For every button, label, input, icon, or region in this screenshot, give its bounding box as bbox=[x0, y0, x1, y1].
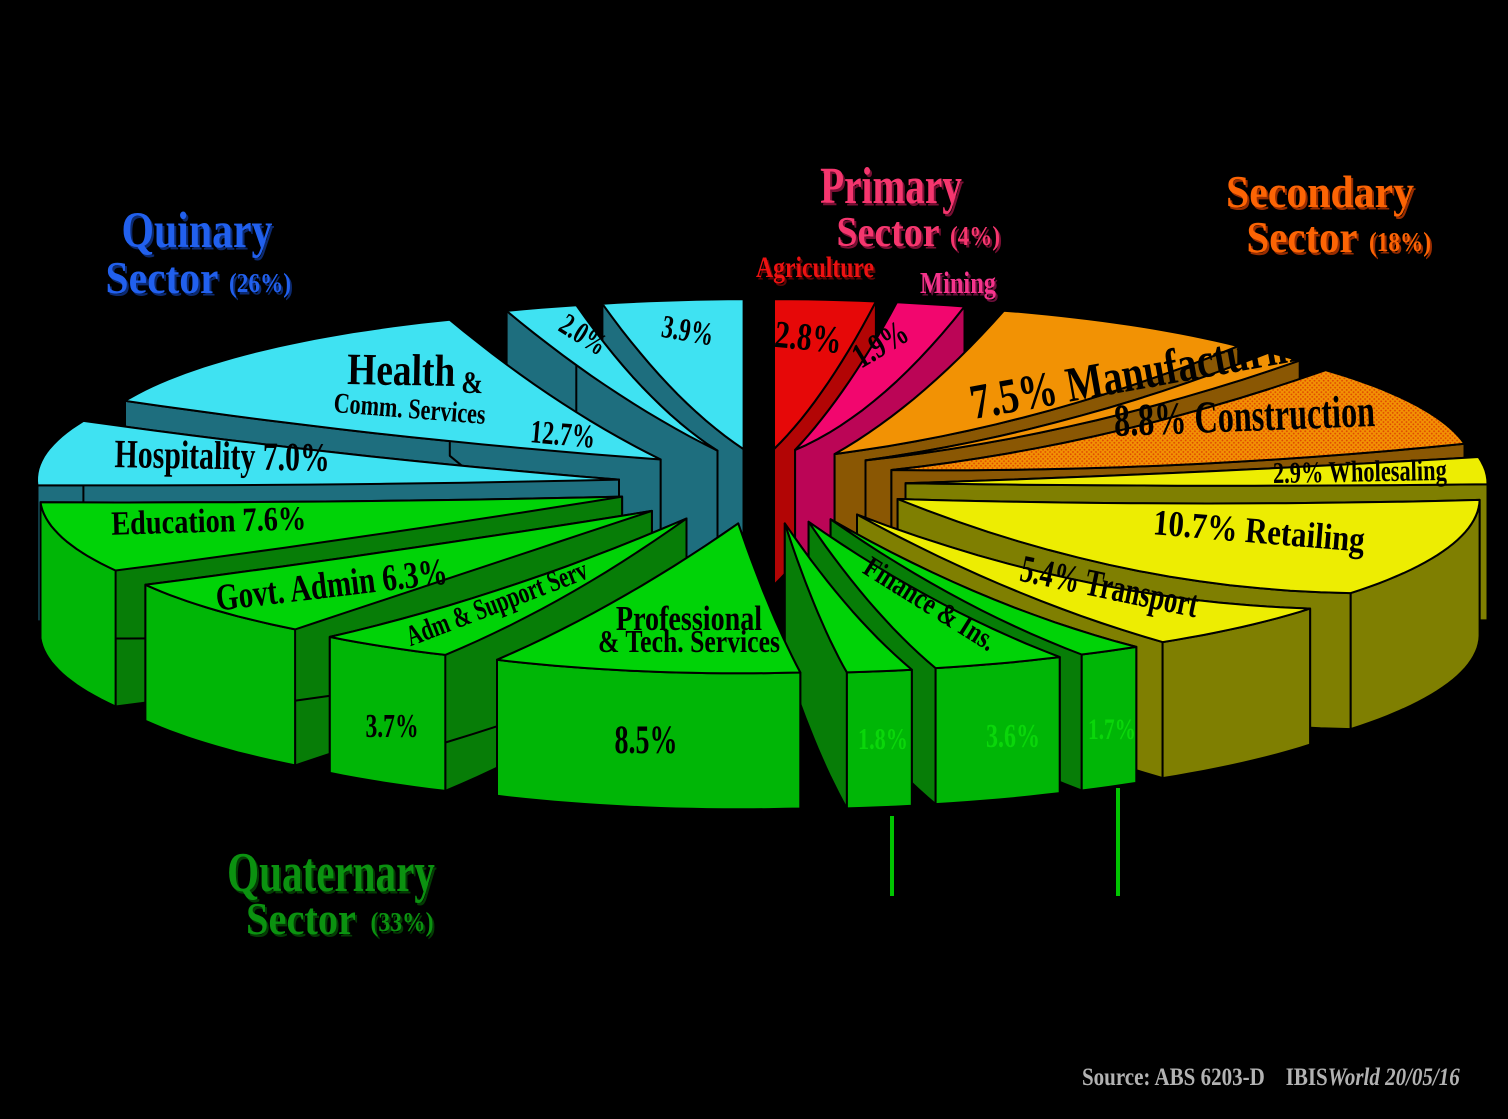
svg-text:Secondary: Secondary bbox=[1226, 166, 1414, 217]
svg-text:3.7%: 3.7% bbox=[365, 708, 418, 745]
svg-text:Secondary: Secondary bbox=[1228, 169, 1416, 220]
svg-text:Sector: Sector bbox=[836, 208, 939, 255]
svg-text:Source: ABS 6203-D IBISWorl: Source: ABS 6203-D IBISWorld 20/05/16 bbox=[1082, 1063, 1460, 1091]
svg-text:Professional: Professional bbox=[616, 599, 762, 638]
svg-text:Quaternary: Quaternary bbox=[229, 843, 437, 906]
svg-text:3.6%: 3.6% bbox=[986, 718, 1040, 755]
svg-text:Primary: Primary bbox=[820, 158, 962, 216]
svg-text:(18%): (18%) bbox=[1371, 229, 1433, 260]
svg-text:(33%): (33%) bbox=[373, 909, 436, 940]
svg-text:3.9%: 3.9% bbox=[659, 309, 717, 353]
svg-text:1.8%: 1.8% bbox=[858, 721, 908, 756]
svg-text:Quinary: Quinary bbox=[124, 206, 275, 262]
svg-text:2.9% Wholesaling: 2.9% Wholesaling bbox=[1273, 453, 1448, 490]
svg-text:8.5%: 8.5% bbox=[615, 717, 678, 762]
svg-text:Sector: Sector bbox=[246, 895, 356, 945]
svg-text:12.7%: 12.7% bbox=[529, 414, 597, 456]
svg-text:Sector: Sector bbox=[108, 256, 221, 306]
svg-text:(33%): (33%) bbox=[371, 906, 434, 937]
svg-text:1.7%: 1.7% bbox=[1088, 713, 1136, 746]
svg-text:Hospitality 7.0%: Hospitality 7.0% bbox=[114, 431, 330, 480]
svg-text:Mining: Mining bbox=[922, 268, 998, 302]
svg-text:Sector: Sector bbox=[248, 897, 358, 947]
svg-text:Agriculture: Agriculture bbox=[756, 250, 874, 283]
svg-text:Sector: Sector bbox=[106, 253, 219, 303]
svg-text:Mining: Mining bbox=[920, 265, 996, 299]
svg-text:Sector: Sector bbox=[1249, 216, 1360, 265]
svg-text:Agriculture: Agriculture bbox=[758, 253, 876, 286]
svg-text:(26%): (26%) bbox=[231, 270, 293, 301]
svg-text:Primary: Primary bbox=[822, 160, 964, 218]
svg-text:Quinary: Quinary bbox=[122, 203, 273, 259]
svg-text:& Tech. Services: & Tech. Services bbox=[598, 624, 780, 659]
svg-text:Quaternary: Quaternary bbox=[227, 841, 435, 904]
svg-text:(26%): (26%) bbox=[229, 267, 291, 298]
svg-text:Education 7.6%: Education 7.6% bbox=[111, 499, 307, 542]
svg-text:2.8%: 2.8% bbox=[773, 313, 844, 362]
svg-text:Health: Health bbox=[347, 344, 456, 396]
svg-text:(4%): (4%) bbox=[950, 221, 1000, 251]
svg-text:&: & bbox=[461, 366, 483, 401]
svg-text:Sector: Sector bbox=[838, 211, 941, 258]
svg-text:Sector: Sector bbox=[1247, 213, 1358, 262]
svg-text:(4%): (4%) bbox=[952, 224, 1002, 254]
svg-text:8.8% Construction: 8.8% Construction bbox=[1113, 386, 1376, 447]
svg-text:(18%): (18%) bbox=[1369, 226, 1431, 257]
